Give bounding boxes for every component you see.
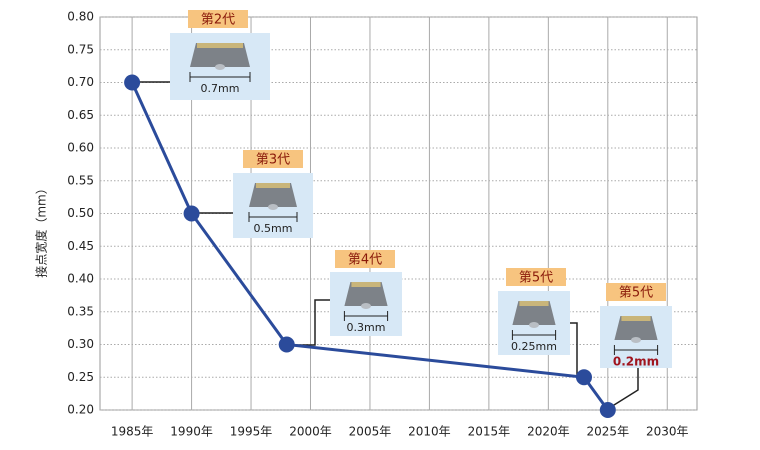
data-point xyxy=(599,402,616,418)
chip-bump xyxy=(361,303,371,309)
data-point xyxy=(576,369,593,386)
chip-bump xyxy=(631,337,641,343)
chip-bump xyxy=(529,322,539,328)
x-tick-label: 2030年 xyxy=(646,425,689,439)
data-point xyxy=(183,205,200,222)
x-tick-label: 2020年 xyxy=(527,425,570,439)
y-tick-label: 0.50 xyxy=(67,206,94,220)
y-tick-label: 0.70 xyxy=(67,75,94,89)
data-point xyxy=(278,336,295,353)
connector xyxy=(605,368,639,411)
y-tick-label: 0.80 xyxy=(67,10,94,24)
width-label: 0.7mm xyxy=(201,82,240,95)
y-tick-label: 0.30 xyxy=(67,337,94,351)
generation-tag xyxy=(243,150,303,168)
y-tick-label: 0.40 xyxy=(67,272,94,286)
width-label: 0.5mm xyxy=(254,222,293,235)
y-tick-label: 0.65 xyxy=(67,108,94,122)
y-tick-label: 0.60 xyxy=(67,141,94,155)
chip xyxy=(249,183,297,207)
y-tick-label: 0.35 xyxy=(67,304,94,318)
width-label: 0.25mm xyxy=(511,340,557,353)
chip-contact xyxy=(256,183,290,188)
generation-label: 第5代 xyxy=(519,271,553,286)
generation-label: 第4代 xyxy=(348,253,382,268)
chip-contact xyxy=(351,282,381,287)
width-label: 0.2mm xyxy=(613,355,659,369)
chip-bump xyxy=(215,64,225,70)
chip xyxy=(614,316,658,340)
y-axis-label: 接点宽度（mm） xyxy=(34,182,49,277)
y-tick-label: 0.45 xyxy=(67,239,94,253)
x-tick-label: 2015年 xyxy=(468,425,511,439)
x-tick-label: 2010年 xyxy=(408,425,451,439)
generation-tag xyxy=(188,10,248,28)
generation-label: 第3代 xyxy=(256,153,290,168)
chip-contact xyxy=(197,43,243,48)
generation-tag xyxy=(335,250,395,268)
generation-label: 第5代 xyxy=(619,286,653,301)
chip-bump xyxy=(268,204,278,210)
generation-label: 第2代 xyxy=(201,13,235,28)
x-tick-label: 1990年 xyxy=(170,425,213,439)
y-tick-label: 0.55 xyxy=(67,173,94,187)
generation-tag xyxy=(506,268,566,286)
x-tick-label: 1985年 xyxy=(111,425,154,439)
chip xyxy=(512,301,556,325)
chip-contact xyxy=(621,316,651,321)
x-tick-label: 2005年 xyxy=(349,425,392,439)
chip-contact xyxy=(519,301,549,306)
y-tick-label: 0.20 xyxy=(67,403,94,417)
chip xyxy=(344,282,388,306)
x-tick-label: 2000年 xyxy=(289,425,332,439)
x-tick-label: 2025年 xyxy=(587,425,630,439)
x-tick-label: 1995年 xyxy=(230,425,273,439)
chip xyxy=(190,43,250,67)
generation-tag xyxy=(606,283,666,301)
data-point xyxy=(124,74,141,91)
width-label: 0.3mm xyxy=(347,321,386,334)
y-tick-label: 0.75 xyxy=(67,42,94,56)
y-tick-label: 0.25 xyxy=(67,370,94,384)
